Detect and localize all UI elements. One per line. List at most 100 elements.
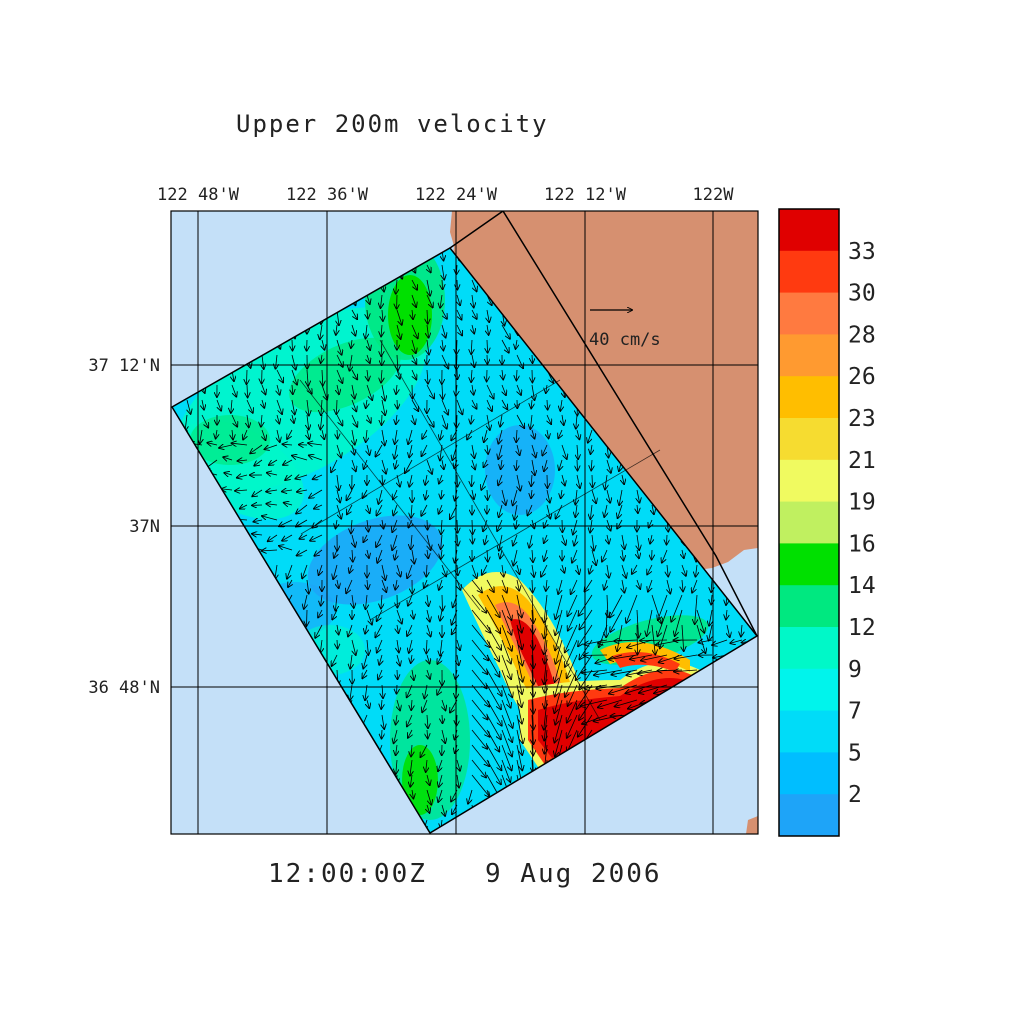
velocity-arrow — [427, 774, 430, 785]
velocity-arrow — [168, 835, 172, 846]
velocity-arrow — [651, 624, 655, 654]
velocity-arrow — [397, 624, 398, 633]
velocity-arrow — [283, 459, 293, 465]
velocity-arrow — [424, 835, 427, 846]
velocity-arrow — [394, 729, 397, 743]
velocity-arrow — [411, 699, 412, 710]
velocity-arrow — [352, 384, 355, 399]
velocity-arrow — [337, 474, 339, 490]
velocity-arrow — [532, 669, 533, 697]
velocity-arrow — [532, 384, 535, 400]
velocity-arrow — [285, 475, 293, 480]
velocity-arrow — [594, 669, 623, 675]
velocity-arrow — [266, 504, 278, 505]
velocity-arrow — [442, 459, 444, 469]
velocity-arrow — [487, 489, 488, 500]
velocity-arrow — [219, 445, 233, 448]
velocity-arrow — [456, 399, 462, 414]
velocity-arrow — [320, 324, 322, 339]
velocity-arrow — [265, 444, 278, 449]
velocity-arrow — [555, 669, 563, 696]
velocity-arrow — [364, 459, 367, 469]
velocity-arrow — [457, 534, 458, 546]
velocity-arrow — [440, 639, 442, 656]
velocity-arrow — [637, 609, 639, 638]
velocity-arrow — [544, 534, 547, 543]
velocity-arrow — [309, 489, 323, 498]
velocity-arrow — [465, 835, 472, 849]
velocity-arrow — [397, 669, 398, 679]
velocity-arrow — [243, 835, 247, 845]
velocity-arrow — [426, 294, 433, 307]
velocity-arrow — [427, 804, 430, 813]
velocity-arrow — [560, 399, 562, 411]
velocity-arrow — [487, 835, 490, 846]
velocity-arrow — [484, 459, 488, 467]
velocity-arrow — [517, 579, 519, 591]
velocity-arrow — [562, 564, 564, 573]
velocity-arrow — [727, 624, 730, 637]
velocity-arrow — [555, 714, 563, 743]
velocity-arrow — [367, 354, 370, 363]
velocity-arrow — [517, 474, 520, 491]
velocity-arrow — [307, 835, 310, 844]
velocity-arrow — [555, 624, 563, 650]
velocity-arrow — [427, 549, 428, 558]
velocity-arrow — [709, 624, 712, 641]
velocity-arrow — [352, 534, 355, 547]
velocity-arrow — [516, 624, 522, 649]
velocity-arrow — [622, 549, 624, 560]
velocity-arrow — [456, 309, 462, 320]
velocity-arrow — [187, 399, 191, 414]
velocity-arrow — [216, 429, 217, 438]
velocity-arrow — [427, 669, 430, 679]
velocity-arrow — [296, 504, 308, 514]
velocity-arrow — [547, 489, 550, 503]
velocity-arrow — [425, 489, 427, 499]
velocity-arrow — [637, 579, 640, 589]
velocity-arrow — [568, 609, 578, 631]
velocity-arrow — [352, 324, 355, 336]
velocity-arrow — [320, 835, 323, 845]
velocity-arrow — [365, 684, 367, 700]
velocity-arrow — [235, 490, 248, 491]
velocity-arrow — [468, 789, 473, 804]
velocity-arrow — [741, 624, 742, 636]
velocity-arrow — [671, 594, 683, 622]
velocity-arrow — [442, 264, 444, 280]
velocity-arrow — [486, 759, 501, 784]
velocity-arrow — [352, 429, 355, 445]
lon-label: 122 24'W — [415, 185, 498, 205]
velocity-arrow — [544, 699, 548, 730]
velocity-arrow — [411, 654, 412, 663]
velocity-arrow — [442, 699, 446, 710]
velocity-arrow — [254, 459, 263, 466]
velocity-arrow — [348, 835, 352, 843]
velocity-arrow — [395, 549, 397, 560]
velocity-arrow — [381, 369, 382, 383]
velocity-arrow — [692, 579, 698, 593]
velocity-arrow — [378, 835, 382, 847]
velocity-arrow — [336, 339, 342, 355]
velocity-arrow — [382, 414, 383, 425]
velocity-arrow — [427, 519, 428, 530]
velocity-arrow — [363, 534, 367, 542]
velocity-arrow — [172, 518, 173, 521]
velocity-arrow — [555, 594, 563, 619]
velocity-arrow — [467, 429, 473, 439]
velocity-arrow — [544, 654, 547, 684]
velocity-arrow — [514, 835, 517, 848]
velocity-arrow — [502, 489, 506, 505]
velocity-arrow — [457, 279, 458, 289]
velocity-arrow — [439, 579, 442, 590]
velocity-arrow — [336, 414, 342, 425]
velocity-arrow — [501, 759, 510, 782]
velocity-arrow — [501, 729, 512, 756]
velocity-arrow — [568, 684, 578, 706]
velocity-arrow — [598, 699, 623, 707]
velocity-arrow — [421, 744, 428, 757]
velocity-arrow — [412, 354, 416, 364]
velocity-arrow — [501, 639, 511, 664]
velocity-arrow — [332, 609, 338, 619]
velocity-arrow — [238, 460, 248, 461]
